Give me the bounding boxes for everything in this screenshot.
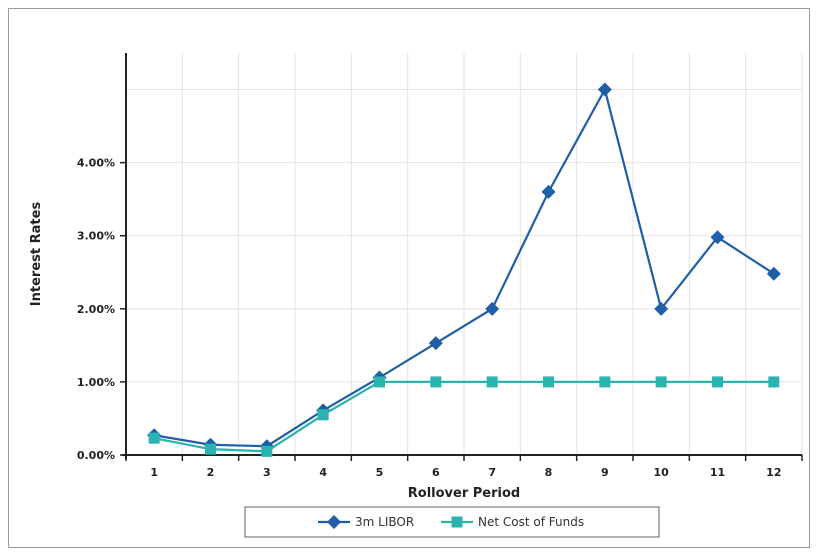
data-point xyxy=(710,230,725,245)
x-tick-label: 9 xyxy=(601,466,609,479)
y-tick-label: 2.00% xyxy=(77,303,115,316)
data-point xyxy=(205,443,216,455)
data-point xyxy=(654,301,669,316)
data-point xyxy=(712,376,723,388)
x-tick-label: 10 xyxy=(654,466,670,479)
chart-frame: 0.00% 1.00% 2.00% 3.00% 4.00% 1 2 3 4 5 6 7 8 9 10 11 12… xyxy=(8,8,810,548)
legend-item: Net Cost of Funds xyxy=(441,515,584,529)
grid-layer xyxy=(126,53,803,455)
x-tick-label: 7 xyxy=(488,466,496,479)
data-point xyxy=(768,376,780,388)
y-tick-label: 1.00% xyxy=(77,376,115,389)
y-tick-label: 4.00% xyxy=(77,157,115,170)
series-net-cost-of-funds xyxy=(148,376,780,457)
y-axis-title: Interest Rates xyxy=(29,202,44,307)
x-tick-label: 8 xyxy=(545,466,553,479)
series-line xyxy=(153,380,774,453)
x-tick-label: 11 xyxy=(710,466,725,479)
data-point xyxy=(486,376,498,388)
legend-label: 3m LIBOR xyxy=(355,515,414,529)
series-line xyxy=(153,86,775,448)
data-point xyxy=(655,376,667,388)
x-tick-label: 1 xyxy=(150,466,158,479)
data-point xyxy=(261,445,273,457)
x-axis-title: Rollover Period xyxy=(408,486,520,501)
x-tick-label: 5 xyxy=(376,466,384,479)
diamond-marker-icon xyxy=(327,515,341,529)
data-point xyxy=(430,376,442,388)
x-tick-label: 2 xyxy=(207,466,215,479)
data-point xyxy=(597,82,612,97)
data-point xyxy=(148,432,160,444)
data-point xyxy=(599,376,611,388)
x-tick-label: 4 xyxy=(319,466,327,479)
y-tick-label: 0.00% xyxy=(77,449,115,462)
y-tick-label: 3.00% xyxy=(77,230,115,243)
line-chart: 0.00%1.00%2.00%3.00%4.00%1 2 3 4 5 6 7 8 9 10 11 12… xyxy=(29,53,803,538)
data-point xyxy=(541,184,556,199)
data-point xyxy=(485,301,500,316)
data-point xyxy=(374,376,385,388)
x-tick-label: 3 xyxy=(263,466,271,479)
x-tick-label: 12 xyxy=(766,466,781,479)
x-tick-label: 6 xyxy=(432,466,440,479)
data-point xyxy=(428,336,443,351)
data-point xyxy=(766,266,781,281)
data-point xyxy=(543,376,554,388)
legend-label: Net Cost of Funds xyxy=(478,515,584,529)
legend: 3m LIBOR Net Cost of Funds xyxy=(244,506,660,538)
data-point xyxy=(317,409,329,421)
legend-item: 3m LIBOR xyxy=(318,515,414,529)
axis-layer: 0.00%1.00%2.00%3.00%4.00%1 2 3 4 5 6 7 8 9 10 11 12 xyxy=(77,53,803,479)
square-marker-icon xyxy=(451,516,463,528)
series-layer xyxy=(147,82,781,457)
